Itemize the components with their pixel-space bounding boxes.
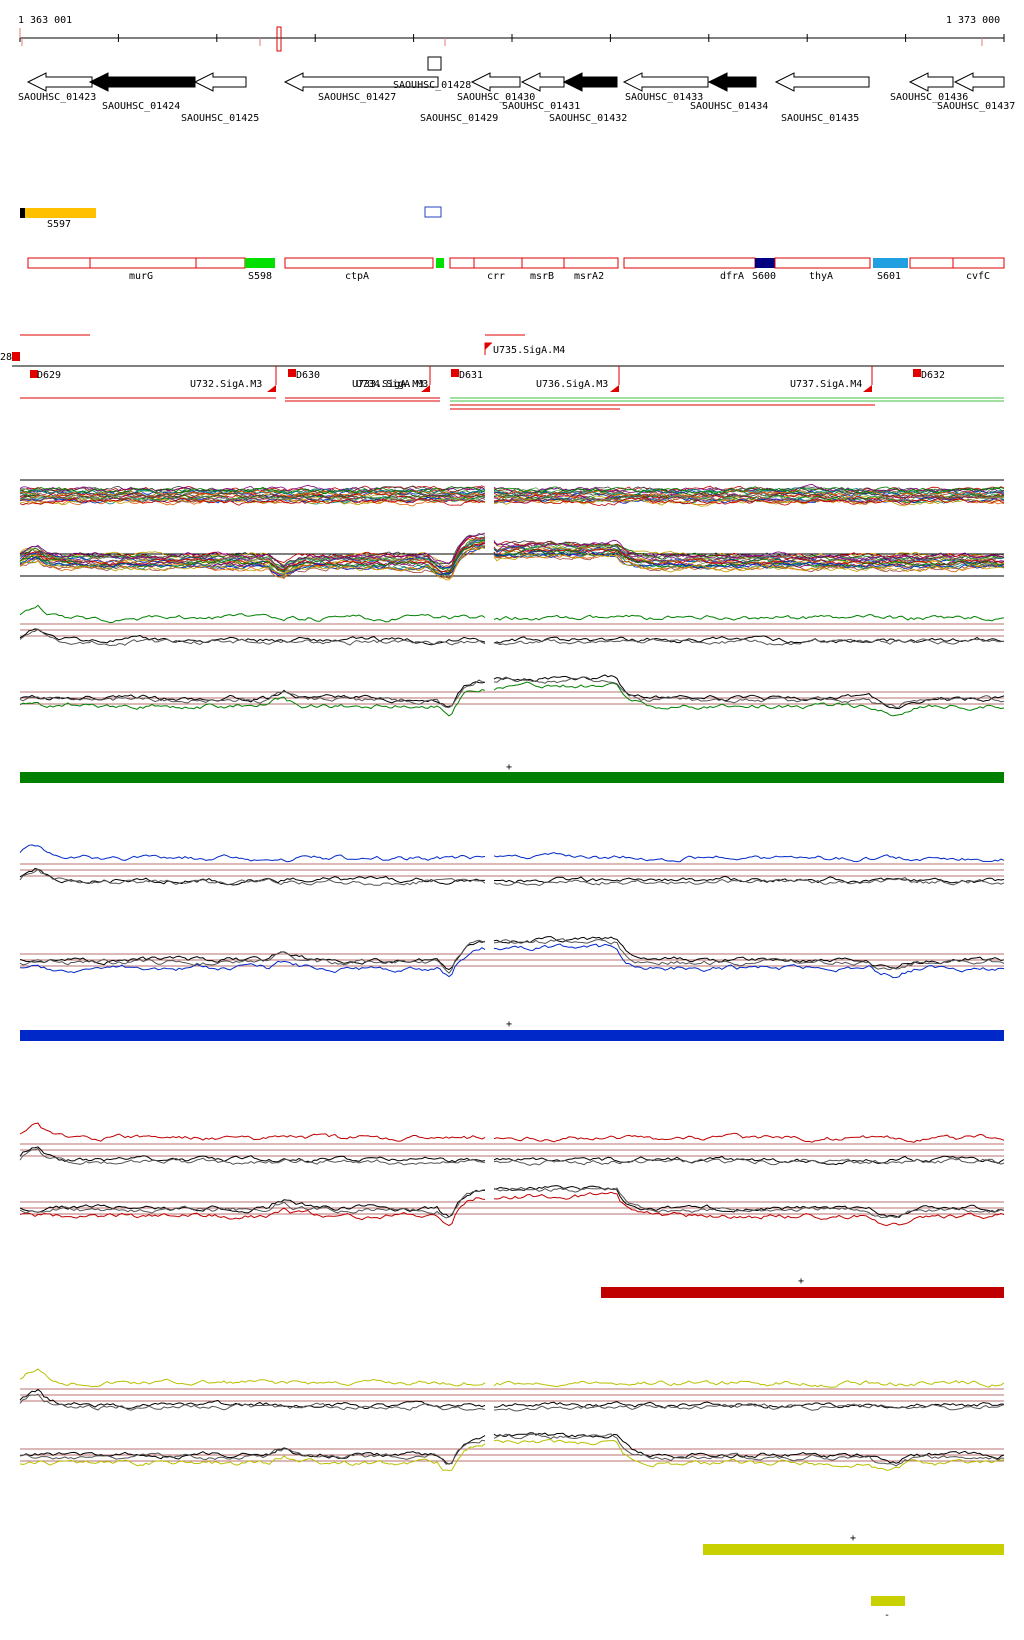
panel-green: + <box>20 762 1004 783</box>
gene-label: SAOUHSC_01436 <box>890 92 968 103</box>
promoter-track: 28 D629 U732.SigA.M3 D630 U733.SigA.M3 U… <box>0 334 1004 410</box>
gene-arrow[interactable] <box>470 72 521 92</box>
annotation-label: S601 <box>877 271 901 282</box>
gene-label: SAOUHSC_01428 <box>393 80 471 91</box>
gene-label: SAOUHSC_01427 <box>318 92 396 103</box>
annotation-track: murG S598 ctpA crr msrB msrA2 dfrA S600 … <box>27 257 1005 282</box>
promoter-label: U737.SigA.M4 <box>790 379 862 390</box>
segment-label: S597 <box>47 219 71 230</box>
gene-arrow[interactable] <box>26 72 93 92</box>
gene-label: SAOUHSC_01430 <box>457 92 535 103</box>
strand-label: + <box>850 1533 856 1544</box>
promoter-label: D629 <box>37 370 61 381</box>
annotation-label: S600 <box>752 271 776 282</box>
gene-label: SAOUHSC_01425 <box>181 113 259 124</box>
ruler-marker <box>276 26 282 52</box>
gene-label: SAOUHSC_01423 <box>18 92 96 103</box>
gene-label: SAOUHSC_01424 <box>102 101 180 112</box>
annotation-label: msrB <box>530 271 554 282</box>
gene-arrow[interactable] <box>562 72 618 92</box>
annotation-block[interactable] <box>755 258 775 268</box>
gene-label: SAOUHSC_01431 <box>502 101 580 112</box>
ruler-end-label: 1 373 000 <box>946 15 1000 26</box>
segment-box[interactable] <box>424 206 442 218</box>
annotation-label: thyA <box>809 271 833 282</box>
panel-yellow: + - <box>703 1533 1004 1621</box>
annotation-label: dfrA <box>720 271 744 282</box>
panel-red: + <box>601 1276 1004 1298</box>
gene-arrow[interactable] <box>953 72 1005 92</box>
promoter-label: U732.SigA.M3 <box>190 379 262 390</box>
promoter-label: D632 <box>921 370 945 381</box>
panel-blue: + <box>20 1019 1004 1041</box>
annotation-label: msrA2 <box>574 271 604 282</box>
strand-label: + <box>506 762 512 773</box>
gene-arrow[interactable] <box>283 72 439 92</box>
annotation-label: cvfC <box>966 271 990 282</box>
promoter-label: U733.SigA.M3 <box>352 379 424 390</box>
gene-arrow[interactable] <box>707 72 757 92</box>
coordinate-ruler: 1 363 001 1 373 000 <box>18 15 1005 52</box>
annotation-label: crr <box>487 271 505 282</box>
gene-arrow[interactable] <box>774 72 870 92</box>
gene-label: SAOUHSC_01429 <box>420 113 498 124</box>
gene-arrow[interactable] <box>193 72 247 92</box>
expression-profiles <box>19 479 1005 1472</box>
annotation-label: S598 <box>248 271 272 282</box>
segment-bar[interactable] <box>25 208 96 218</box>
gene-label: SAOUHSC_01433 <box>625 92 703 103</box>
gene-arrow[interactable] <box>88 72 196 92</box>
gene-label: SAOUHSC_01435 <box>781 113 859 124</box>
strand-label: + <box>798 1276 804 1287</box>
gene-arrow[interactable] <box>908 72 954 92</box>
promoter-label: U736.SigA.M3 <box>536 379 608 390</box>
gene-arrow[interactable] <box>427 56 442 71</box>
annotation-block[interactable] <box>245 258 275 268</box>
segment-track: S597 <box>20 206 442 230</box>
gene-track: SAOUHSC_01423 SAOUHSC_01424 SAOUHSC_0142… <box>18 56 1015 124</box>
annotation-block[interactable] <box>873 258 908 268</box>
gene-label: SAOUHSC_01434 <box>690 101 768 112</box>
expression-bar[interactable] <box>601 1287 1004 1298</box>
strand-label: - <box>884 1610 890 1621</box>
expression-bar[interactable] <box>20 772 1004 783</box>
gene-label: SAOUHSC_01437 <box>937 101 1015 112</box>
ruler-start-label: 1 363 001 <box>18 15 72 26</box>
promoter-label: 28 <box>0 352 12 363</box>
strand-label: + <box>506 1019 512 1030</box>
expression-bar[interactable] <box>20 1030 1004 1041</box>
promoter-label: D630 <box>296 370 320 381</box>
expression-bar[interactable] <box>871 1596 905 1606</box>
gene-arrow[interactable] <box>520 72 565 92</box>
promoter-label: U735.SigA.M4 <box>493 345 565 356</box>
expression-bar[interactable] <box>703 1544 1004 1555</box>
annotation-label: murG <box>129 271 153 282</box>
annotation-label: ctpA <box>345 271 369 282</box>
promoter-label: D631 <box>459 370 483 381</box>
gene-arrow[interactable] <box>622 72 709 92</box>
promoter-label: U734.SigA.M3 <box>356 379 428 390</box>
gene-label: SAOUHSC_01432 <box>549 113 627 124</box>
